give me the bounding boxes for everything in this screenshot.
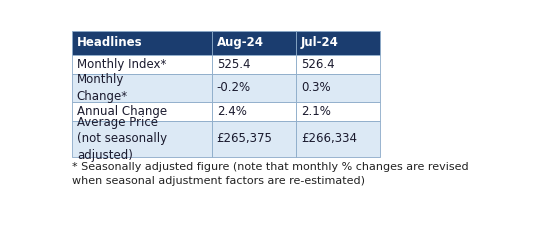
Text: £266,334: £266,334 [301, 132, 357, 145]
Bar [212, 31, 296, 55]
Text: 526.4: 526.4 [301, 58, 335, 71]
Bar [72, 74, 212, 102]
Text: Monthly Index*: Monthly Index* [77, 58, 166, 71]
Text: Headlines: Headlines [77, 37, 142, 49]
Bar [212, 74, 296, 102]
Text: Monthly
Change*: Monthly Change* [77, 73, 128, 103]
Text: 525.4: 525.4 [217, 58, 250, 71]
Bar [72, 121, 212, 157]
Text: Aug-24: Aug-24 [217, 37, 263, 49]
Text: 2.4%: 2.4% [217, 105, 246, 118]
Bar [296, 55, 381, 74]
Bar [212, 102, 296, 121]
Bar [296, 31, 381, 55]
Text: * Seasonally adjusted figure (note that monthly % changes are revised
when seaso: * Seasonally adjusted figure (note that … [72, 162, 469, 186]
Text: Jul-24: Jul-24 [301, 37, 339, 49]
Bar [212, 55, 296, 74]
Text: £265,375: £265,375 [217, 132, 273, 145]
Text: 0.3%: 0.3% [301, 81, 331, 95]
Text: -0.2%: -0.2% [217, 81, 251, 95]
Bar [296, 102, 381, 121]
Bar [296, 121, 381, 157]
Bar [72, 55, 212, 74]
Text: Average Price
(not seasonally
adjusted): Average Price (not seasonally adjusted) [77, 116, 167, 162]
Bar [296, 74, 381, 102]
Bar [72, 31, 212, 55]
Bar [72, 102, 212, 121]
Bar [212, 121, 296, 157]
Text: Annual Change: Annual Change [77, 105, 167, 118]
Text: 2.1%: 2.1% [301, 105, 331, 118]
